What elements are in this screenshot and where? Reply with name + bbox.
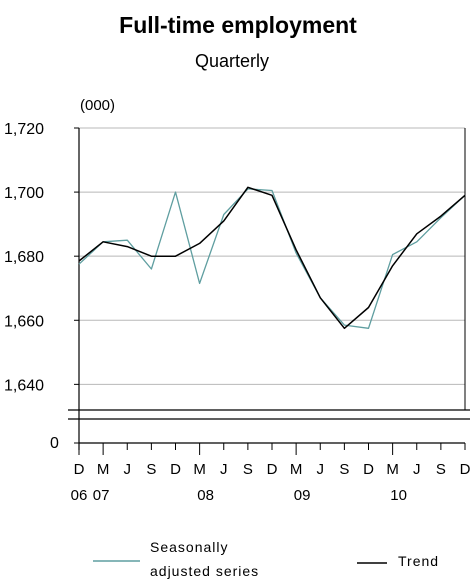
series-line-seasonally-adjusted — [78, 188, 466, 329]
x-tick-label: J — [413, 461, 421, 478]
unit-label: (000) — [80, 97, 115, 114]
x-tick-label: S — [339, 461, 349, 478]
y-axis-ticks: 1,720 1,700 1,680 1,660 1,640 — [4, 121, 79, 394]
y-tick-label: 1,660 — [4, 313, 44, 330]
x-tick-label: M — [193, 461, 206, 478]
x-year-label: 10 — [390, 487, 407, 504]
chart-title: Full-time employment — [119, 12, 357, 38]
x-tick-label: D — [74, 461, 85, 478]
legend-label-seasonal-line1: Seasonally — [150, 539, 229, 555]
series-lines — [78, 186, 466, 330]
x-tick-label: J — [317, 461, 325, 478]
y-tick-label: 1,640 — [4, 377, 44, 394]
x-year-label: 09 — [294, 487, 311, 504]
x-axis-ticks: D M J S D M J S D M J S D M J S D06 07 08 09 10 — [71, 443, 470, 504]
x-tick-label: J — [220, 461, 228, 478]
x-year-label: 06 — [71, 487, 88, 504]
x-tick-label: S — [146, 461, 156, 478]
legend-label-seasonal-line2: adjusted series — [150, 563, 259, 579]
legend-label-trend: Trend — [398, 553, 439, 569]
y-tick-label: 1,680 — [4, 249, 44, 266]
x-year-label: 08 — [197, 487, 214, 504]
x-tick-label: S — [436, 461, 446, 478]
chart-subtitle: Quarterly — [195, 51, 269, 71]
y-tick-label: 1,700 — [4, 185, 44, 202]
x-year-label: 07 — [93, 487, 110, 504]
x-tick-label: D — [363, 461, 374, 478]
x-tick-label: S — [243, 461, 253, 478]
x-tick-label: M — [290, 461, 303, 478]
x-tick-label: D — [267, 461, 278, 478]
y-tick-label: 1,720 — [4, 121, 44, 138]
x-tick-label: D — [170, 461, 181, 478]
x-tick-label: J — [124, 461, 132, 478]
grid-lines — [79, 127, 465, 385]
x-tick-label: M — [97, 461, 110, 478]
y-break-label: 0 — [50, 435, 59, 452]
series-line-trend — [78, 186, 466, 330]
x-tick-label: M — [386, 461, 399, 478]
x-tick-label: D — [460, 461, 470, 478]
